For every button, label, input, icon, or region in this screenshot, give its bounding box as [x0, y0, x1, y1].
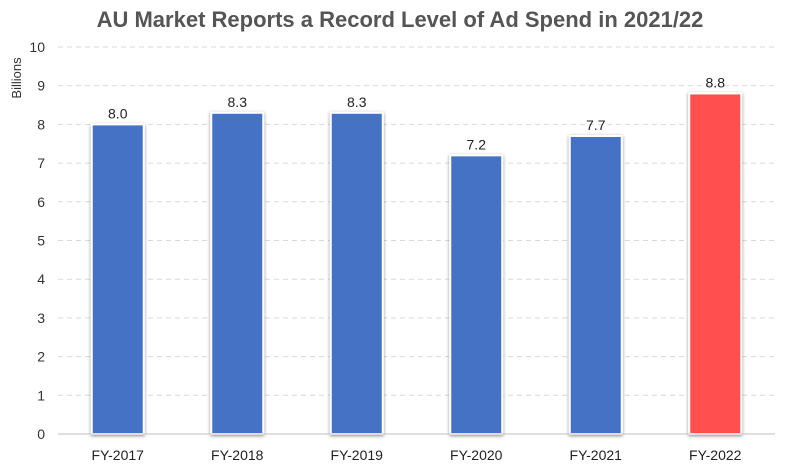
gridlines [58, 46, 775, 396]
x-tick-label: FY-2020 [450, 447, 503, 463]
y-tick-label: 8 [37, 116, 45, 132]
y-tick-label: 1 [37, 387, 45, 403]
x-tick-label: FY-2021 [570, 447, 623, 463]
data-label-fy-2021: 7.7 [586, 117, 606, 133]
y-axis-label: Billions [9, 57, 24, 99]
data-label-fy-2022: 8.8 [706, 74, 726, 90]
bar-fy-2018 [210, 111, 265, 435]
data-label-fy-2019: 8.3 [347, 94, 367, 110]
y-tick-label: 5 [37, 233, 45, 249]
y-tick-label: 3 [37, 310, 45, 326]
y-tick-label: 7 [37, 155, 45, 171]
x-tick-label: FY-2017 [92, 447, 145, 463]
data-label-fy-2018: 8.3 [228, 94, 248, 110]
y-tick-label: 0 [37, 426, 45, 442]
data-labels: 8.0 8.3 8.3 7.2 7.7 8.8 [108, 74, 725, 152]
y-tick-label: 2 [37, 349, 45, 365]
data-label-fy-2017: 8.0 [108, 105, 128, 121]
y-axis-ticks: 0 1 2 3 4 5 6 7 8 9 10 [29, 39, 45, 442]
x-axis-ticks: FY-2017 FY-2018 FY-2019 FY-2020 FY-2021 FY-20… [92, 447, 742, 463]
bar-fy-2020 [449, 154, 504, 436]
bar-fy-2022 [688, 92, 743, 435]
bar-fy-2019 [329, 111, 384, 435]
x-tick-label: FY-2022 [689, 447, 742, 463]
x-tick-label: FY-2018 [211, 447, 264, 463]
bars [90, 92, 743, 436]
y-tick-label: 4 [37, 271, 45, 287]
y-tick-label: 6 [37, 194, 45, 210]
x-tick-label: FY-2019 [331, 447, 384, 463]
data-label-fy-2020: 7.2 [467, 136, 487, 152]
bar-fy-2017 [90, 123, 145, 436]
y-tick-label: 10 [29, 39, 45, 55]
bar-fy-2021 [568, 135, 623, 435]
y-tick-label: 9 [37, 78, 45, 94]
chart-title: AU Market Reports a Record Level of Ad S… [97, 7, 704, 32]
